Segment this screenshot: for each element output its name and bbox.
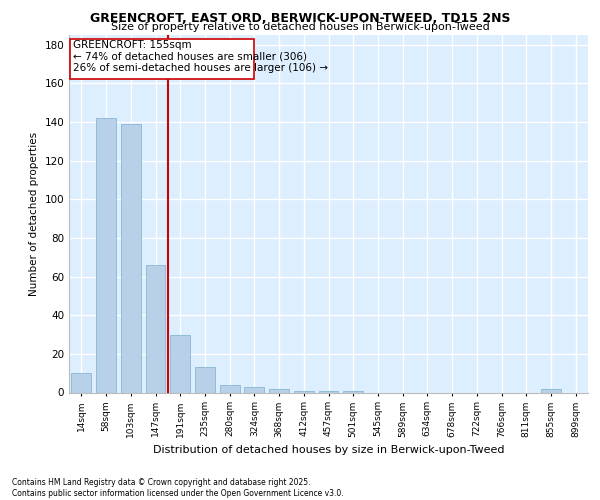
Text: 26% of semi-detached houses are larger (106) →: 26% of semi-detached houses are larger (…	[73, 63, 328, 73]
Bar	[146, 265, 166, 392]
Bar	[269, 388, 289, 392]
Bar	[319, 390, 338, 392]
Bar	[195, 368, 215, 392]
Text: ← 74% of detached houses are smaller (306): ← 74% of detached houses are smaller (30…	[73, 52, 307, 62]
Bar	[70, 39, 254, 80]
Bar	[71, 373, 91, 392]
Text: GREENCROFT: 155sqm: GREENCROFT: 155sqm	[73, 40, 191, 50]
Bar	[121, 124, 140, 392]
Bar	[96, 118, 116, 392]
Bar	[343, 390, 363, 392]
Bar	[541, 388, 561, 392]
Text: GREENCROFT, EAST ORD, BERWICK-UPON-TWEED, TD15 2NS: GREENCROFT, EAST ORD, BERWICK-UPON-TWEED…	[90, 12, 510, 26]
Bar	[170, 334, 190, 392]
Text: Contains HM Land Registry data © Crown copyright and database right 2025.
Contai: Contains HM Land Registry data © Crown c…	[12, 478, 344, 498]
Bar	[244, 386, 264, 392]
Text: Size of property relative to detached houses in Berwick-upon-Tweed: Size of property relative to detached ho…	[110, 22, 490, 32]
X-axis label: Distribution of detached houses by size in Berwick-upon-Tweed: Distribution of detached houses by size …	[153, 445, 504, 455]
Bar	[294, 390, 314, 392]
Y-axis label: Number of detached properties: Number of detached properties	[29, 132, 39, 296]
Bar	[220, 385, 239, 392]
